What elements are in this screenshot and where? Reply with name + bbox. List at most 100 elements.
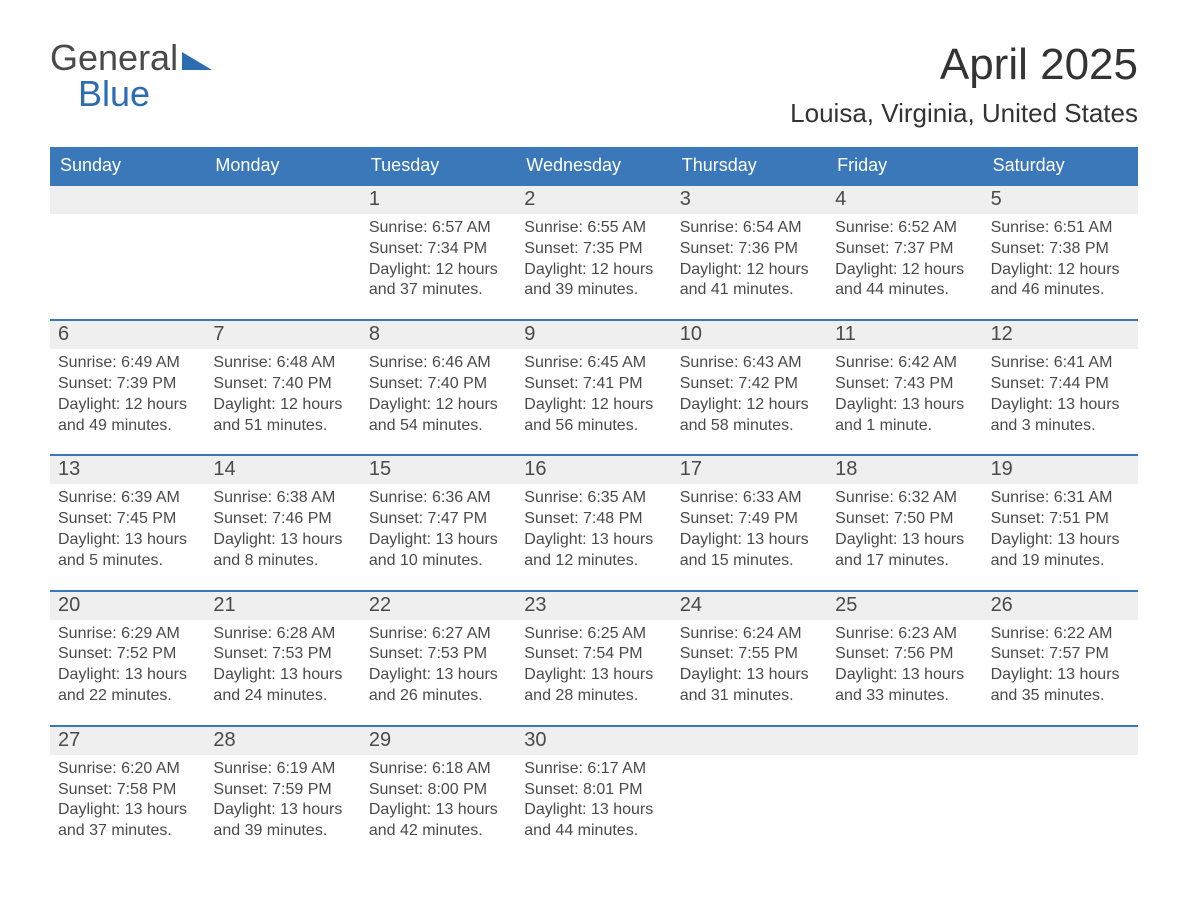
sunset-text: Sunset: 7:59 PM [213, 780, 352, 801]
sunset-text: Sunset: 7:51 PM [991, 509, 1130, 530]
day-cell: 3Sunrise: 6:54 AMSunset: 7:36 PMDaylight… [672, 184, 827, 319]
day-cell: 11Sunrise: 6:42 AMSunset: 7:43 PMDayligh… [827, 319, 982, 454]
day-details: Sunrise: 6:57 AMSunset: 7:34 PMDaylight:… [361, 214, 516, 301]
sunrise-text: Sunrise: 6:29 AM [58, 624, 197, 645]
sunset-text: Sunset: 7:45 PM [58, 509, 197, 530]
daylight-text: Daylight: 12 hours and 56 minutes. [524, 395, 663, 437]
day-cell: 24Sunrise: 6:24 AMSunset: 7:55 PMDayligh… [672, 590, 827, 725]
daylight-text: Daylight: 13 hours and 1 minute. [835, 395, 974, 437]
sunset-text: Sunset: 7:53 PM [369, 644, 508, 665]
daylight-text: Daylight: 12 hours and 39 minutes. [524, 260, 663, 302]
daynum-empty [205, 186, 360, 214]
daylight-text: Daylight: 13 hours and 42 minutes. [369, 800, 508, 842]
day-details: Sunrise: 6:49 AMSunset: 7:39 PMDaylight:… [50, 349, 205, 436]
day-details: Sunrise: 6:17 AMSunset: 8:01 PMDaylight:… [516, 755, 671, 842]
day-number: 4 [827, 186, 982, 214]
daylight-text: Daylight: 13 hours and 33 minutes. [835, 665, 974, 707]
daylight-text: Daylight: 13 hours and 15 minutes. [680, 530, 819, 572]
day-number: 28 [205, 727, 360, 755]
day-details: Sunrise: 6:48 AMSunset: 7:40 PMDaylight:… [205, 349, 360, 436]
day-cell: 28Sunrise: 6:19 AMSunset: 7:59 PMDayligh… [205, 725, 360, 860]
day-details: Sunrise: 6:29 AMSunset: 7:52 PMDaylight:… [50, 620, 205, 707]
day-cell: 12Sunrise: 6:41 AMSunset: 7:44 PMDayligh… [983, 319, 1138, 454]
day-details: Sunrise: 6:20 AMSunset: 7:58 PMDaylight:… [50, 755, 205, 842]
sunset-text: Sunset: 7:37 PM [835, 239, 974, 260]
day-cell: 25Sunrise: 6:23 AMSunset: 7:56 PMDayligh… [827, 590, 982, 725]
daylight-text: Daylight: 13 hours and 19 minutes. [991, 530, 1130, 572]
daylight-text: Daylight: 13 hours and 12 minutes. [524, 530, 663, 572]
day-details: Sunrise: 6:39 AMSunset: 7:45 PMDaylight:… [50, 484, 205, 571]
sunset-text: Sunset: 7:52 PM [58, 644, 197, 665]
day-details: Sunrise: 6:35 AMSunset: 7:48 PMDaylight:… [516, 484, 671, 571]
sunrise-text: Sunrise: 6:27 AM [369, 624, 508, 645]
sunset-text: Sunset: 7:48 PM [524, 509, 663, 530]
day-cell: 6Sunrise: 6:49 AMSunset: 7:39 PMDaylight… [50, 319, 205, 454]
location-text: Louisa, Virginia, United States [790, 98, 1138, 129]
day-details: Sunrise: 6:38 AMSunset: 7:46 PMDaylight:… [205, 484, 360, 571]
sunset-text: Sunset: 8:00 PM [369, 780, 508, 801]
sunset-text: Sunset: 8:01 PM [524, 780, 663, 801]
daylight-text: Daylight: 12 hours and 46 minutes. [991, 260, 1130, 302]
day-number: 8 [361, 321, 516, 349]
daynum-empty [983, 727, 1138, 755]
sunset-text: Sunset: 7:46 PM [213, 509, 352, 530]
sunrise-text: Sunrise: 6:22 AM [991, 624, 1130, 645]
day-cell: 19Sunrise: 6:31 AMSunset: 7:51 PMDayligh… [983, 454, 1138, 589]
day-cell: 2Sunrise: 6:55 AMSunset: 7:35 PMDaylight… [516, 184, 671, 319]
sunset-text: Sunset: 7:54 PM [524, 644, 663, 665]
day-details: Sunrise: 6:23 AMSunset: 7:56 PMDaylight:… [827, 620, 982, 707]
day-cell: 29Sunrise: 6:18 AMSunset: 8:00 PMDayligh… [361, 725, 516, 860]
sunset-text: Sunset: 7:47 PM [369, 509, 508, 530]
day-cell: 13Sunrise: 6:39 AMSunset: 7:45 PMDayligh… [50, 454, 205, 589]
sunrise-text: Sunrise: 6:55 AM [524, 218, 663, 239]
day-details: Sunrise: 6:18 AMSunset: 8:00 PMDaylight:… [361, 755, 516, 842]
logo: General Blue [50, 40, 212, 112]
day-number: 26 [983, 592, 1138, 620]
sunset-text: Sunset: 7:34 PM [369, 239, 508, 260]
day-cell: 4Sunrise: 6:52 AMSunset: 7:37 PMDaylight… [827, 184, 982, 319]
sunset-text: Sunset: 7:36 PM [680, 239, 819, 260]
daynum-empty [50, 186, 205, 214]
day-cell: 10Sunrise: 6:43 AMSunset: 7:42 PMDayligh… [672, 319, 827, 454]
day-details: Sunrise: 6:55 AMSunset: 7:35 PMDaylight:… [516, 214, 671, 301]
daylight-text: Daylight: 12 hours and 37 minutes. [369, 260, 508, 302]
sunrise-text: Sunrise: 6:31 AM [991, 488, 1130, 509]
daylight-text: Daylight: 12 hours and 58 minutes. [680, 395, 819, 437]
sunset-text: Sunset: 7:35 PM [524, 239, 663, 260]
daylight-text: Daylight: 13 hours and 39 minutes. [213, 800, 352, 842]
header: General Blue April 2025 Louisa, Virginia… [50, 40, 1138, 129]
day-number: 20 [50, 592, 205, 620]
logo-word-2: Blue [78, 76, 150, 112]
sunset-text: Sunset: 7:49 PM [680, 509, 819, 530]
day-cell: 5Sunrise: 6:51 AMSunset: 7:38 PMDaylight… [983, 184, 1138, 319]
day-cell: 7Sunrise: 6:48 AMSunset: 7:40 PMDaylight… [205, 319, 360, 454]
day-cell: 1Sunrise: 6:57 AMSunset: 7:34 PMDaylight… [361, 184, 516, 319]
sunset-text: Sunset: 7:58 PM [58, 780, 197, 801]
empty-cell [50, 184, 205, 319]
daylight-text: Daylight: 12 hours and 41 minutes. [680, 260, 819, 302]
daylight-text: Daylight: 13 hours and 37 minutes. [58, 800, 197, 842]
sunset-text: Sunset: 7:40 PM [369, 374, 508, 395]
day-number: 21 [205, 592, 360, 620]
sunrise-text: Sunrise: 6:35 AM [524, 488, 663, 509]
daylight-text: Daylight: 13 hours and 26 minutes. [369, 665, 508, 707]
day-details: Sunrise: 6:25 AMSunset: 7:54 PMDaylight:… [516, 620, 671, 707]
day-cell: 14Sunrise: 6:38 AMSunset: 7:46 PMDayligh… [205, 454, 360, 589]
daylight-text: Daylight: 13 hours and 31 minutes. [680, 665, 819, 707]
day-details: Sunrise: 6:24 AMSunset: 7:55 PMDaylight:… [672, 620, 827, 707]
empty-cell [672, 725, 827, 860]
calendar-grid: SundayMondayTuesdayWednesdayThursdayFrid… [50, 147, 1138, 860]
sunrise-text: Sunrise: 6:52 AM [835, 218, 974, 239]
day-number: 25 [827, 592, 982, 620]
daylight-text: Daylight: 13 hours and 17 minutes. [835, 530, 974, 572]
weekday-header: Tuesday [361, 147, 516, 184]
day-details: Sunrise: 6:41 AMSunset: 7:44 PMDaylight:… [983, 349, 1138, 436]
day-number: 6 [50, 321, 205, 349]
empty-cell [205, 184, 360, 319]
sunrise-text: Sunrise: 6:41 AM [991, 353, 1130, 374]
sunset-text: Sunset: 7:40 PM [213, 374, 352, 395]
day-number: 23 [516, 592, 671, 620]
daylight-text: Daylight: 13 hours and 10 minutes. [369, 530, 508, 572]
daylight-text: Daylight: 12 hours and 54 minutes. [369, 395, 508, 437]
empty-cell [827, 725, 982, 860]
